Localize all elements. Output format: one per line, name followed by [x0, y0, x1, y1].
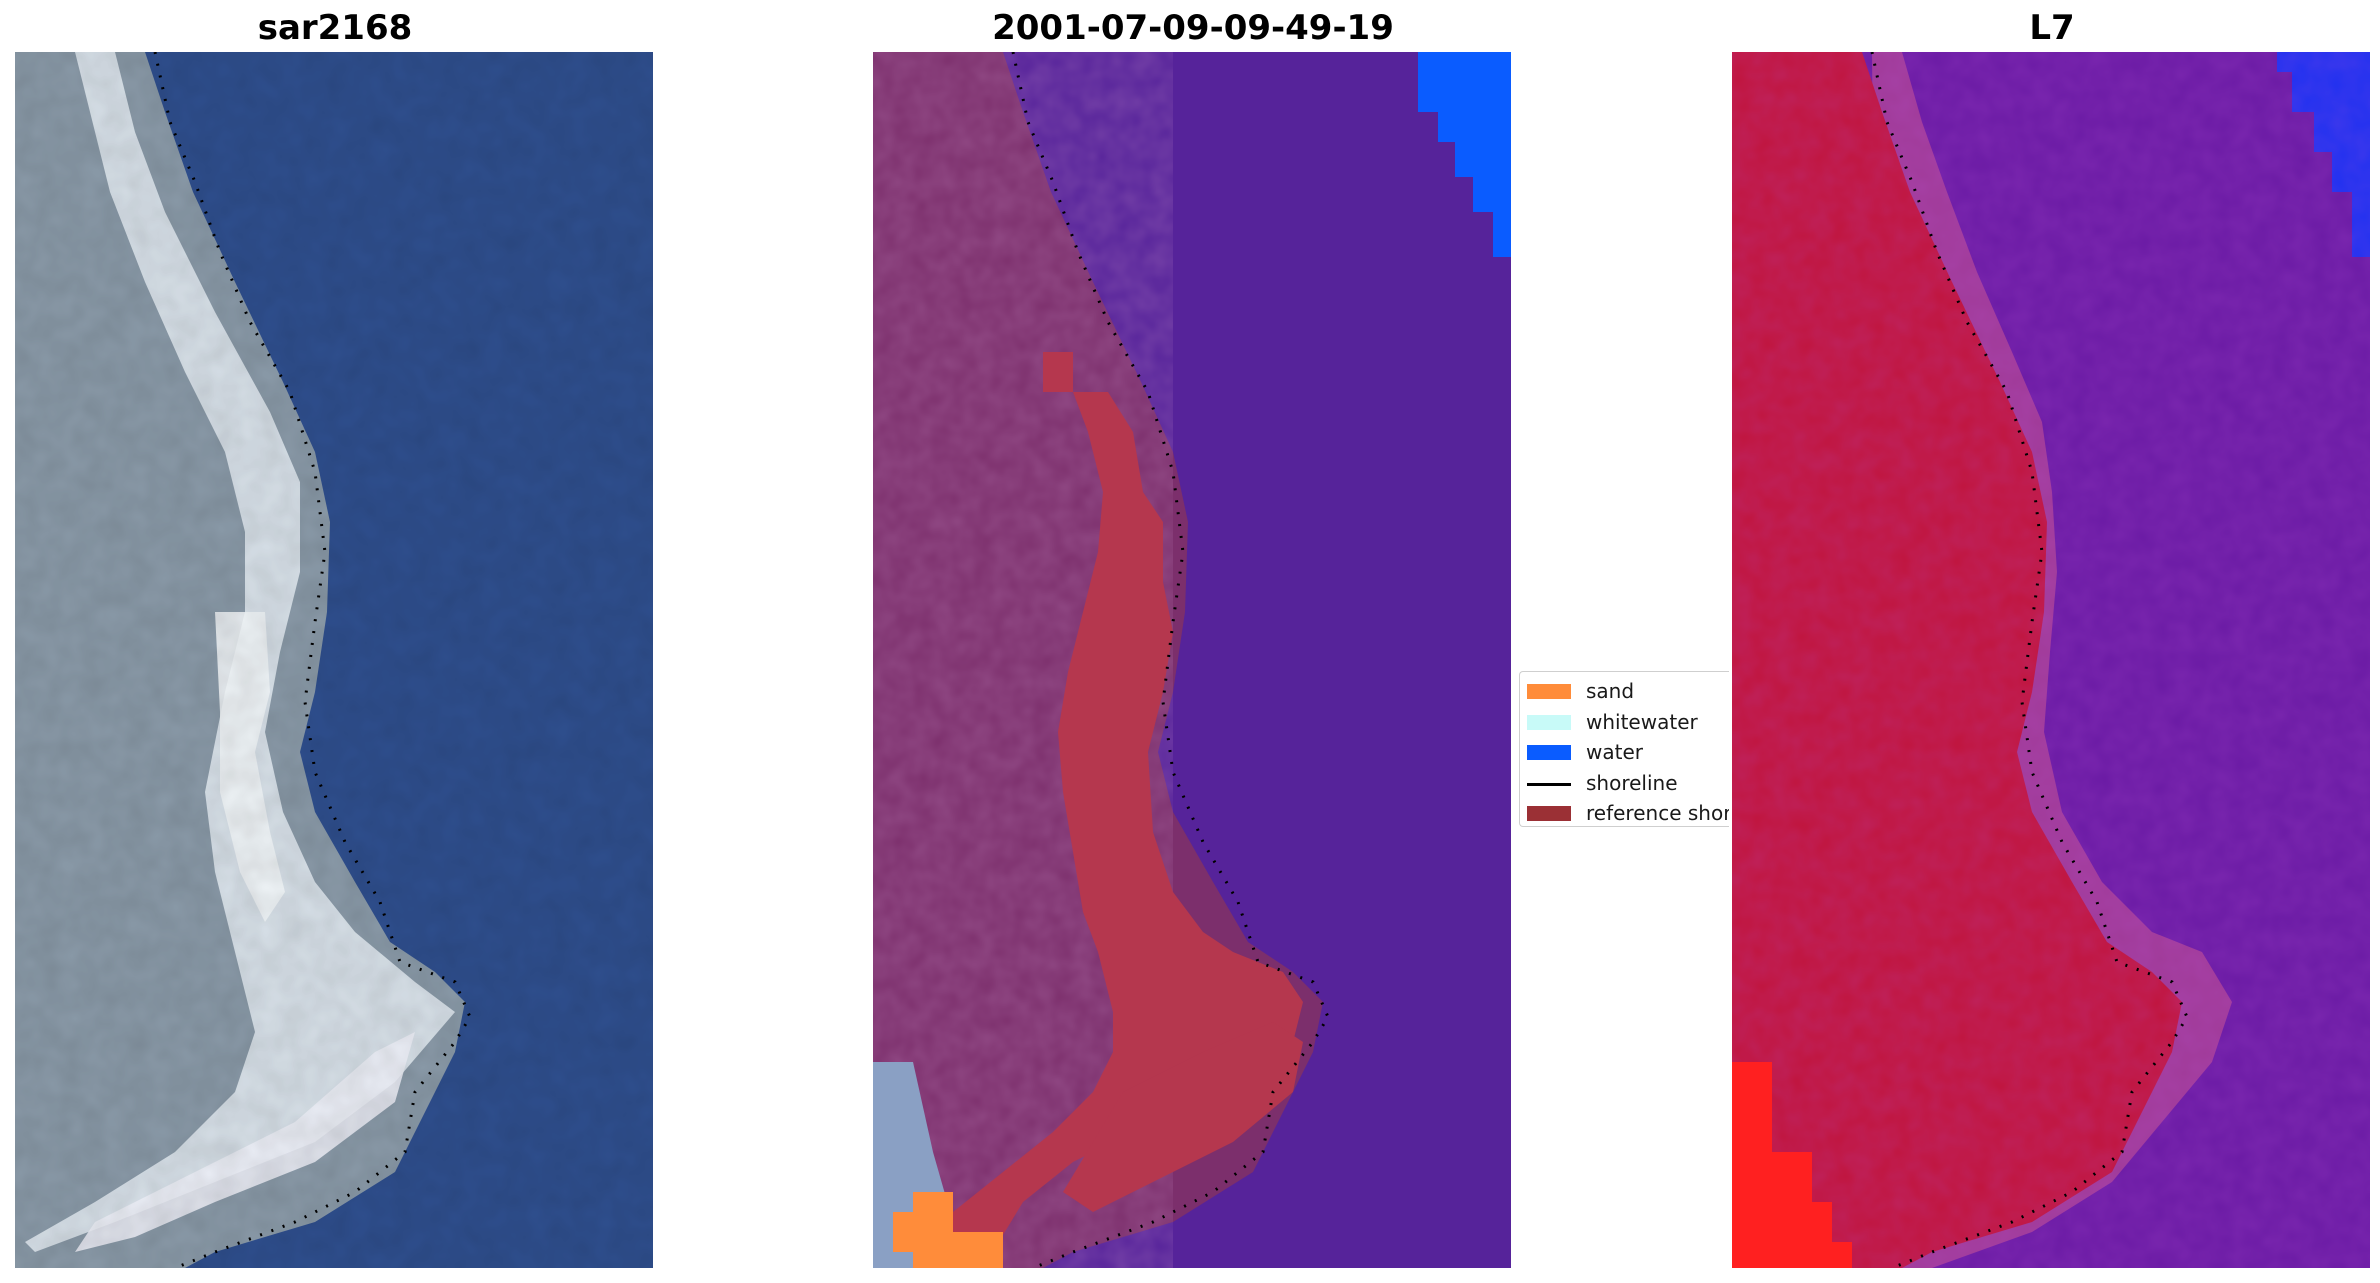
classified-image: [873, 52, 1511, 1268]
panel-title-right: L7: [2029, 8, 2075, 48]
panel-title-left: sar2168: [257, 8, 413, 48]
legend-item-whitewater: whitewater: [1520, 707, 1729, 738]
classified-image-panel: [873, 52, 1511, 1268]
reference-shoreline-swatch: [1527, 806, 1571, 821]
index-texture: [1732, 52, 2370, 1268]
reference-shoreline-band: [953, 352, 1303, 1268]
bright-red-corner: [1732, 1062, 1852, 1268]
legend-item-water: water: [1520, 737, 1729, 768]
sand-class-patch: [893, 1192, 1003, 1268]
index-image-panel: [1732, 52, 2370, 1268]
rgb-image-panel: [15, 52, 653, 1268]
legend-label-sand: sand: [1586, 679, 1635, 703]
legend-label-whitewater: whitewater: [1586, 709, 1698, 734]
shoreline-line-swatch: [1527, 782, 1571, 786]
sand-swatch: [1527, 684, 1571, 699]
legend-label-shoreline: shoreline: [1586, 770, 1678, 795]
legend-label-reference-shoreline: reference shoreline: [1586, 801, 1729, 825]
rgb-image: [15, 52, 653, 1268]
water-swatch: [1527, 745, 1571, 760]
panel-title-middle: 2001-07-09-09-49-19: [992, 8, 1394, 48]
legend-item-shoreline: shoreline: [1520, 768, 1729, 799]
legend: sand whitewater water shoreline referenc…: [1519, 671, 1729, 827]
whitewater-swatch: [1527, 714, 1571, 730]
legend-item-reference-shoreline: reference shoreline: [1520, 798, 1729, 826]
legend-item-sand: sand: [1520, 676, 1729, 707]
reference-lower-band: [1063, 1022, 1303, 1212]
water-class-corner: [1418, 52, 1511, 257]
image-texture: [15, 52, 653, 1268]
index-image: [1732, 52, 2370, 1268]
legend-label-water: water: [1586, 740, 1643, 764]
